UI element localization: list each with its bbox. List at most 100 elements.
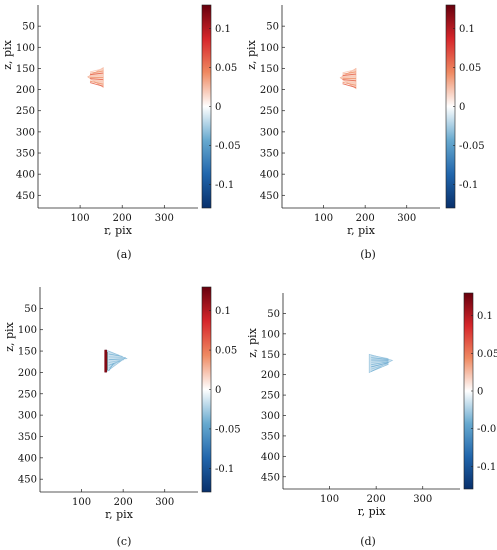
colorbar-tick-label: 0 [215,385,221,396]
colorbar-tick-label: 0.1 [215,306,231,317]
heat-streak [342,71,357,75]
heat-region [368,353,394,374]
y-tick-label: 300 [260,127,279,138]
colorbar-tick-label: 0.05 [215,346,237,357]
heat-streak [371,360,389,363]
y-tick-label: 200 [16,85,35,96]
x-tick-label: 100 [72,497,91,508]
colorbar-tick-label: 0.05 [215,63,237,74]
heat-region [104,349,128,374]
panel-d: 50 100 150 200 250 300 350 400 450 100 200 300 r, pi… [246,292,497,548]
heat-streak [108,359,124,363]
panel-a: 50 100 150 200 250 300 350 400 450 100 200 300 r, pi… [1,4,241,261]
heat-streak [342,79,357,82]
y-tick-label: 250 [260,106,279,117]
colorbar-tick-label: 0.05 [459,63,481,74]
x-tick-label: 200 [356,213,375,224]
heat-streak [89,82,104,87]
heat-streak [108,362,114,372]
y-axis-title: z, pix [1,39,14,69]
x-tick-label: 100 [320,494,339,505]
x-tick-label: 100 [314,213,333,224]
x-axis-title: r, pix [347,224,376,237]
colorbar-tick-label: 0.05 [477,349,497,360]
colorbar-tick-label: -0.05 [477,424,497,435]
x-tick-label: 100 [71,213,90,224]
heat-streak [342,73,357,76]
y-tick-label: 100 [261,329,280,340]
y-tick-label: 400 [18,453,37,464]
colorbar-tick-label: 0.1 [477,311,493,322]
panel-caption: (d) [360,535,376,548]
y-tick-label: 150 [18,347,37,358]
y-tick-label: 450 [261,472,280,483]
colorbar-tick-label: -0.05 [215,424,241,435]
heat-streak [371,355,389,360]
y-tick-label: 150 [260,64,279,75]
colorbar-tick-label: 0 [215,102,221,113]
y-tick-label: 250 [16,106,35,117]
heat-streak [342,80,357,84]
heat-streak [342,81,357,86]
heat-streak [89,72,104,76]
colorbar-tick-label: -0.05 [215,141,241,152]
y-tick-label: 400 [16,170,35,181]
y-tick-label: 200 [18,368,37,379]
heat-streak [371,362,389,368]
heat-streak [371,363,389,370]
heat-streak [371,357,389,360]
colorbar-tick-label: -0.05 [459,141,485,152]
y-tick-label: 250 [18,389,37,400]
x-axis-title: r, pix [358,505,387,518]
y-tick-label: 50 [22,22,35,33]
heat-streak [108,350,120,356]
colorbar-tick-label: -0.1 [459,180,478,191]
x-axis-title: r, pix [105,508,134,521]
heat-streak [342,69,357,74]
heat-streak [108,361,118,369]
y-tick-label: 50 [267,309,280,320]
y-axis-title: z, pix [3,321,16,351]
heat-region [87,67,104,89]
y-tick-label: 50 [266,22,279,33]
x-axis-title: r, pix [104,224,133,237]
panel-caption: (b) [360,248,376,261]
panel-caption: (a) [116,248,131,261]
panel-c: 50 100 150 200 250 300 350 400 450 100 200 300 r, pi… [3,286,241,548]
y-tick-label: 400 [260,170,279,181]
y-tick-label: 350 [16,149,35,160]
heat-streak [89,79,104,83]
y-tick-label: 100 [16,43,35,54]
heat-streak [108,358,128,361]
y-tick-label: 450 [16,191,35,202]
heat-streak [89,78,104,81]
y-tick-label: 100 [260,43,279,54]
heat-streak [89,68,104,73]
heat-region [339,67,357,90]
x-tick-label: 200 [113,213,132,224]
heat-streak [108,353,123,357]
heat-streak [371,361,389,365]
y-tick-label: 150 [16,64,35,75]
x-tick-label: 300 [155,497,174,508]
y-tick-label: 400 [261,452,280,463]
x-tick-label: 200 [114,497,133,508]
x-tick-label: 300 [413,494,432,505]
heat-streak [108,356,126,358]
y-tick-label: 200 [261,370,280,381]
y-tick-label: 350 [260,149,279,160]
colorbar-tick-label: -0.1 [477,462,496,473]
colorbar-tick-label: -0.1 [215,180,234,191]
y-tick-label: 100 [18,325,37,336]
y-tick-label: 350 [18,432,37,443]
heat-streak [342,75,357,78]
heat-streak [89,80,104,85]
heat-streak [89,74,104,77]
y-tick-label: 250 [261,391,280,402]
heat-streak [89,70,104,74]
y-tick-label: 300 [18,411,37,422]
x-tick-label: 200 [367,494,386,505]
panel-caption: (c) [117,535,132,548]
colorbar-tick-label: 0 [477,387,483,398]
x-tick-label: 300 [397,213,416,224]
